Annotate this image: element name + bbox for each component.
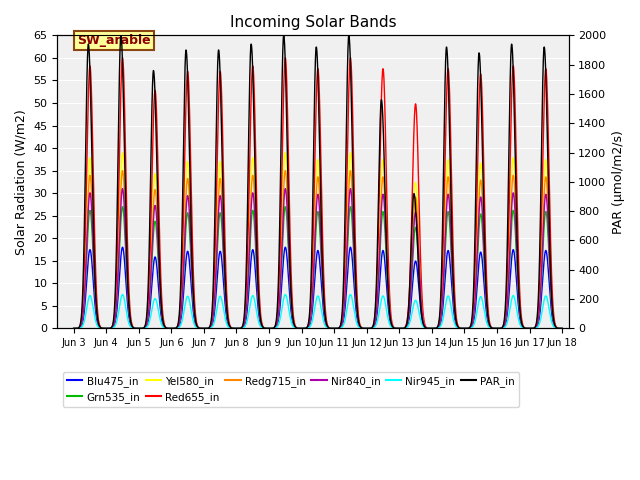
Legend: Blu475_in, Grn535_in, Yel580_in, Red655_in, Redg715_in, Nir840_in, Nir945_in, PA: Blu475_in, Grn535_in, Yel580_in, Red655_… (63, 372, 519, 407)
Title: Incoming Solar Bands: Incoming Solar Bands (230, 15, 396, 30)
Y-axis label: PAR (μmol/m2/s): PAR (μmol/m2/s) (612, 130, 625, 234)
Y-axis label: Solar Radiation (W/m2): Solar Radiation (W/m2) (15, 109, 28, 255)
Text: SW_arable: SW_arable (77, 35, 150, 48)
